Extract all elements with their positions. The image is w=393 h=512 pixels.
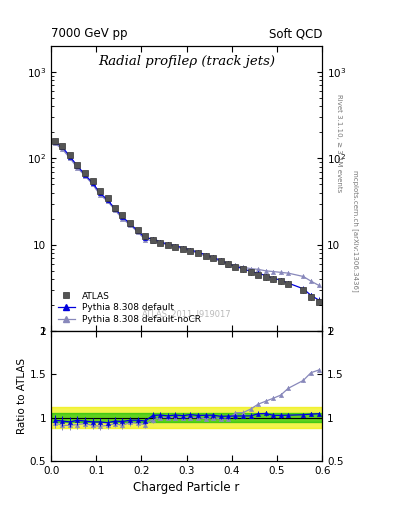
Bar [51, 407, 322, 428]
Text: 7000 GeV pp: 7000 GeV pp [51, 27, 128, 40]
Text: ATLAS_2011_I919017: ATLAS_2011_I919017 [142, 310, 231, 318]
Text: Soft QCD: Soft QCD [269, 27, 322, 40]
Y-axis label: Ratio to ATLAS: Ratio to ATLAS [17, 358, 27, 434]
Text: mcplots.cern.ch [arXiv:1306.3436]: mcplots.cern.ch [arXiv:1306.3436] [352, 169, 358, 291]
Text: Rivet 3.1.10, ≥ 3.1M events: Rivet 3.1.10, ≥ 3.1M events [336, 94, 342, 193]
Legend: ATLAS, Pythia 8.308 default, Pythia 8.308 default-noCR: ATLAS, Pythia 8.308 default, Pythia 8.30… [55, 288, 204, 328]
X-axis label: Charged Particle r: Charged Particle r [134, 481, 240, 494]
Text: Radial profileρ (track jets): Radial profileρ (track jets) [98, 55, 275, 68]
Bar [51, 413, 322, 422]
